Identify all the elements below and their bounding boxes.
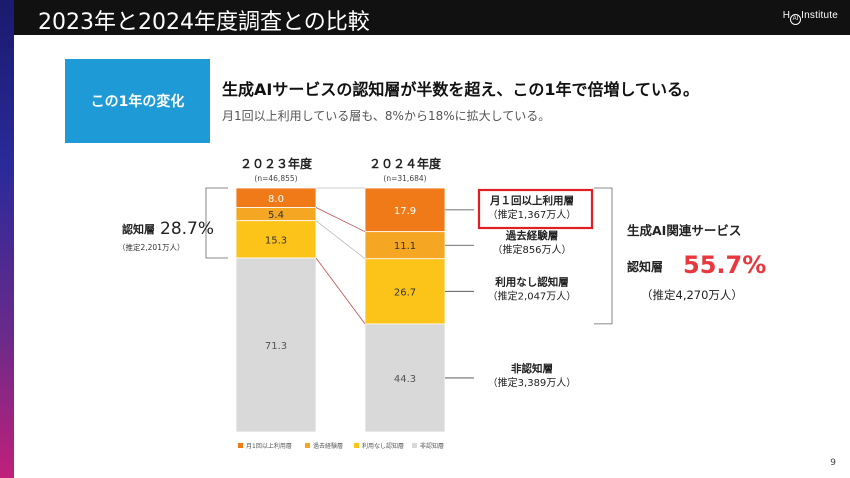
right-annot-percent: 55.7% xyxy=(683,251,766,279)
right-label-2: 利用なし認知層 xyxy=(495,275,569,288)
title-bar: 2023年と2024年度調査との比較 H AI Institute xyxy=(14,0,850,35)
legend-swatch-3 xyxy=(412,443,417,448)
subline: 月1回以上利用している層も、8%から18%に拡大している。 xyxy=(222,109,551,123)
legend-label-1: 過去経験層 xyxy=(313,442,343,450)
bar-segment-0-0 xyxy=(235,257,317,433)
right-annot-title: 生成AI関連サービス xyxy=(627,223,741,238)
legend-swatch-1 xyxy=(305,443,310,448)
data-label-0-3: 8.0 xyxy=(268,194,284,205)
right-annot-estimate: （推定4,270万人） xyxy=(641,288,743,302)
bar-segment-0-1 xyxy=(235,220,317,259)
right-estimate-2: （推定2,047万人） xyxy=(488,289,577,302)
data-label-0-1: 15.3 xyxy=(265,235,287,246)
left-annot-percent: 28.7% xyxy=(160,219,214,239)
logo-mark: H xyxy=(782,10,791,21)
legend-swatch-0 xyxy=(238,443,243,448)
right-estimate-1: （推定856万人） xyxy=(492,243,571,256)
right-label-1: 過去経験層 xyxy=(505,229,559,242)
bar-segment-1-1 xyxy=(364,258,446,325)
right-bracket xyxy=(594,187,613,325)
page-number: 9 xyxy=(830,458,836,468)
right-annot-label: 認知層 xyxy=(627,259,663,274)
connector-line-1 xyxy=(315,220,366,260)
left-annot-estimate: （推定2,201万人） xyxy=(118,242,184,252)
sample-size-0: (n=46,855) xyxy=(254,174,297,183)
legend-label-2: 利用なし認知層 xyxy=(362,442,404,450)
bar-segment-1-0 xyxy=(364,323,446,433)
legend-swatch-2 xyxy=(354,443,359,448)
legend-label-0: 月1回以上利用層 xyxy=(246,442,292,450)
change-tag: この1年の変化 xyxy=(65,59,210,143)
logo-text: Institute xyxy=(801,10,838,21)
category-label-1: ２０２４年度 xyxy=(369,156,442,171)
connector-line-2 xyxy=(315,257,366,325)
page-title: 2023年と2024年度調査との比較 xyxy=(38,10,370,35)
data-label-1-3: 17.9 xyxy=(394,206,416,217)
logo-ring-text: AI xyxy=(792,16,799,22)
left-bracket xyxy=(205,187,228,259)
connector-line-0 xyxy=(315,207,366,233)
data-label-0-2: 5.4 xyxy=(268,210,284,221)
right-label-3: 非認知層 xyxy=(511,362,553,375)
right-estimate-0: （推定1,367万人） xyxy=(488,208,577,221)
data-label-1-2: 11.1 xyxy=(394,241,416,252)
data-label-0-0: 71.3 xyxy=(265,341,287,352)
logo-ring-icon: AI xyxy=(790,14,802,25)
highlight-box xyxy=(477,188,594,230)
sidebar-gradient xyxy=(0,0,14,478)
logo: H AI Institute xyxy=(783,10,838,25)
left-annot-label: 認知層 xyxy=(122,222,155,236)
category-label-0: ２０２３年度 xyxy=(240,156,313,171)
sample-size-1: (n=31,684) xyxy=(383,174,426,183)
right-label-0: 月１回以上利用層 xyxy=(489,194,574,207)
data-label-1-0: 44.3 xyxy=(394,374,416,385)
right-estimate-3: （推定3,389万人） xyxy=(488,376,577,389)
headline: 生成AIサービスの認知層が半数を超え、この1年で倍増している。 xyxy=(222,80,699,99)
data-label-1-1: 26.7 xyxy=(394,287,416,298)
legend-label-3: 非認知層 xyxy=(420,442,444,450)
